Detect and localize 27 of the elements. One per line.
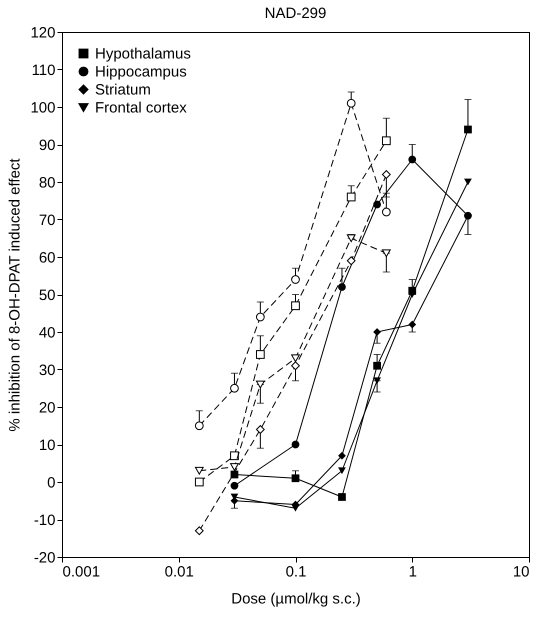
y-tick-label: -20 xyxy=(34,550,56,566)
y-axis-title: % inhibition of 8-OH-DPAT induced effect xyxy=(6,158,24,432)
y-tick-label: 120 xyxy=(30,24,56,42)
y-tick-label: 0 xyxy=(47,474,56,492)
x-tick-label: 10 xyxy=(512,564,530,580)
x-tick-label: 0.1 xyxy=(286,564,306,580)
y-tick-label: 70 xyxy=(38,212,56,229)
x-axis-title: Dose (µmol/kg s.c.) xyxy=(231,590,361,608)
legend-label: Frontal cortex xyxy=(95,100,188,116)
x-tick-label: 0.01 xyxy=(164,564,194,580)
x-tick-label: 0.001 xyxy=(62,564,100,580)
y-tick-label: 110 xyxy=(32,62,56,79)
y-tick-label: 50 xyxy=(38,287,56,304)
y-tick-label: 30 xyxy=(38,362,56,379)
y-tick-label: 60 xyxy=(38,250,56,266)
legend-label: Striatum xyxy=(95,82,151,98)
y-tick-label: 40 xyxy=(38,324,56,342)
y-tick-label: 100 xyxy=(30,100,56,116)
x-tick-label: 1 xyxy=(408,564,417,580)
legend-label: Hippocampus xyxy=(95,64,187,80)
chart-title: NAD-299 xyxy=(264,5,326,22)
y-tick-label: 10 xyxy=(38,437,56,454)
legend-label: Hypothalamus xyxy=(95,46,191,62)
y-tick-label: 80 xyxy=(38,174,56,192)
y-tick-label: 20 xyxy=(38,400,56,416)
y-tick-label: 90 xyxy=(38,137,56,154)
y-tick-label: -10 xyxy=(34,512,56,529)
